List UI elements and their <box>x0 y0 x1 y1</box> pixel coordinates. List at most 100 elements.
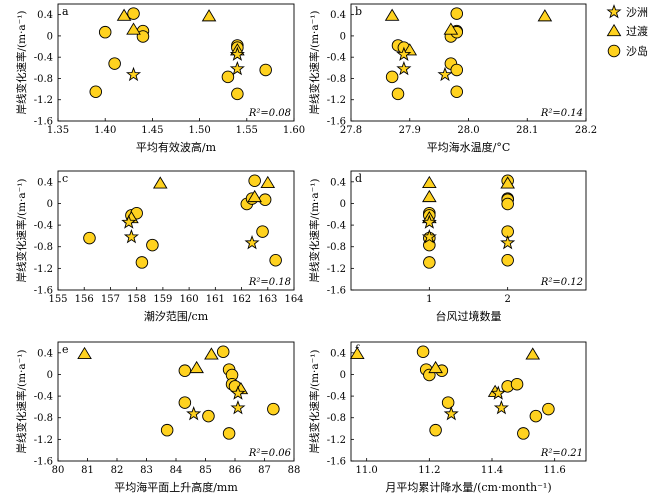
data-point-star <box>421 214 437 229</box>
data-point-circle <box>202 409 215 423</box>
x-tick-label: 88 <box>288 465 301 476</box>
data-point-circle <box>429 423 442 437</box>
data-point-circle <box>83 231 96 245</box>
y-tick-label: 0.4 <box>330 10 346 21</box>
data-point-star <box>186 406 202 421</box>
y-tick-label: 0 <box>47 31 53 42</box>
y-tick-label: -1.2 <box>34 264 53 275</box>
x-tick-label: 87 <box>258 465 271 476</box>
panel-f: 11.011.211.411.60.40-0.4-0.8-1.2-1.6fR²=… <box>308 341 587 494</box>
x-tick-label: 1.40 <box>94 125 116 136</box>
x-tick-label: 11.6 <box>544 465 566 476</box>
x-tick-label: 164 <box>284 294 303 305</box>
data-point-star <box>493 400 509 415</box>
x-axis-label: 平均海水温度/°C <box>427 140 511 154</box>
data-point-star <box>443 406 459 421</box>
plot-frame <box>57 170 295 291</box>
plot-frame <box>57 341 295 462</box>
y-tick-label: -1.2 <box>34 95 53 106</box>
x-tick-label: 1.45 <box>141 125 163 136</box>
data-point-triangle <box>422 175 437 189</box>
x-axis-label: 平均海平面上升高度/mm <box>114 480 238 494</box>
data-point-circle <box>423 238 436 252</box>
y-tick-label: -0.8 <box>327 74 346 85</box>
legend-marker-triangle <box>606 23 622 37</box>
x-tick-label: 1 <box>426 294 432 305</box>
legend-item-star: 沙洲 <box>606 4 648 19</box>
y-tick-label: 0 <box>340 31 346 42</box>
data-point-star <box>230 385 246 400</box>
x-tick-label: 158 <box>127 294 146 305</box>
data-point-circle <box>510 377 524 391</box>
data-point-circle <box>248 174 261 187</box>
data-point-circle <box>542 402 555 416</box>
panel-b: 27.8 27.9 28.0 28.1 28.2 0.4 0 -0.4 -0.8 -1.2 -1.6… <box>308 3 597 154</box>
data-point-star <box>396 60 412 76</box>
y-axis-label: 岸线变化速率/(m·a⁻¹) <box>308 349 321 453</box>
plot-frame <box>350 170 587 291</box>
data-point-circle <box>416 345 430 358</box>
y-tick-label: -1.2 <box>34 435 53 446</box>
plot-frame <box>350 3 587 122</box>
legend-item-triangle: 过渡 <box>606 23 648 38</box>
data-point-star <box>437 66 453 82</box>
x-tick-label: 155 <box>48 294 67 305</box>
r-squared-label: R²=0.12 <box>540 277 583 288</box>
y-tick-label: -1.2 <box>327 95 346 106</box>
data-point-circle <box>269 253 282 267</box>
y-tick-label: -0.8 <box>327 242 346 253</box>
data-point-triangle <box>422 189 437 203</box>
data-point-circle <box>216 345 230 358</box>
data-point-triangle <box>428 360 443 374</box>
y-tick-label: -0.8 <box>34 74 53 85</box>
data-point-triangle <box>204 347 219 360</box>
y-tick-label: -0.4 <box>34 392 53 403</box>
data-point-circle <box>423 256 436 269</box>
r-squared-label: R²=0.18 <box>248 277 291 288</box>
data-point-circle <box>450 63 464 77</box>
panel-d: 1 2 0.4 0 -0.4 -0.8 -1.2 -1.6 d R²=0.12 台风过境数量 岸线变化… <box>308 170 587 323</box>
r-squared-label: R²=0.06 <box>248 448 292 459</box>
data-point-triangle <box>189 360 204 374</box>
data-point-star <box>244 235 260 250</box>
panel-a: 1.35 1.40 1.45 1.50 1.55 1.60 0.4 0 -0.4 -0.8 -1.2… <box>15 3 305 154</box>
data-point-star <box>229 46 245 61</box>
y-tick-label: 0.4 <box>37 10 53 21</box>
y-tick-label: -1.6 <box>34 117 53 128</box>
legend-label: 沙岛 <box>626 44 648 58</box>
x-tick-label: 28.2 <box>575 125 597 136</box>
y-tick-label: -0.4 <box>327 392 346 403</box>
data-point-star <box>125 66 142 82</box>
data-point-star <box>490 385 506 400</box>
y-tick-label: -1.6 <box>327 457 346 468</box>
data-point-circle <box>450 7 464 20</box>
y-tick-label: -1.6 <box>34 457 53 468</box>
data-point-circle <box>108 57 121 70</box>
x-tick-label: 86 <box>229 465 242 476</box>
data-point-circle <box>146 238 159 252</box>
legend-item-circle: 沙岛 <box>607 44 648 58</box>
data-point-circle <box>501 253 514 267</box>
y-tick-label: -1.6 <box>327 117 346 128</box>
data-point-circle <box>127 7 140 20</box>
data-point-circle <box>89 85 103 98</box>
data-point-triangle <box>152 176 168 189</box>
y-tick-label: -0.8 <box>34 413 53 424</box>
y-tick-label: -0.4 <box>34 221 53 232</box>
data-point-triangle <box>126 22 141 35</box>
x-tick-label: 2 <box>504 294 510 305</box>
y-tick-label: -1.6 <box>34 286 53 297</box>
panel-label: c <box>62 172 68 185</box>
data-point-star <box>396 46 412 61</box>
y-axis-label: 岸线变化速率/(m·a⁻¹) <box>308 10 321 114</box>
plot-frame <box>350 341 587 462</box>
x-tick-label: 83 <box>140 465 153 476</box>
y-tick-label: -0.8 <box>327 413 346 424</box>
data-point-circle <box>450 85 464 98</box>
x-tick-label: 1.35 <box>47 125 69 136</box>
data-point-star <box>123 229 139 244</box>
x-tick-label: 84 <box>170 465 183 476</box>
y-axis-label: 岸线变化速率/(m·a⁻¹) <box>308 178 321 282</box>
data-point-circle <box>231 87 244 101</box>
data-point-circle <box>267 402 280 416</box>
